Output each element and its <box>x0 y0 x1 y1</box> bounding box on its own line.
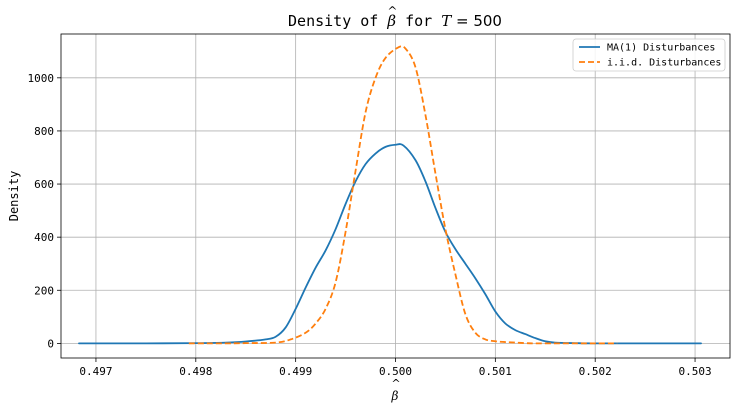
y-tick-label: 400 <box>34 231 54 244</box>
chart-title-middle: for <box>396 12 441 30</box>
legend-label-ma1: MA(1) Disturbances <box>607 43 715 54</box>
series-iid-line <box>188 45 618 345</box>
chart-title: Density of β for T = 500 <box>288 12 502 30</box>
chart-title-symbol: β <box>386 12 396 30</box>
chart-title-accent: ^ <box>387 4 397 18</box>
y-tick-label: 1000 <box>28 72 55 85</box>
y-axis-label: Density <box>7 171 21 222</box>
x-tick-label: 0.497 <box>79 365 112 378</box>
x-axis-label-accent: ^ <box>391 377 400 390</box>
x-tick-label: 0.503 <box>678 365 711 378</box>
x-tick-label: 0.500 <box>379 365 412 378</box>
x-tick-label: 0.501 <box>479 365 512 378</box>
y-axis-ticks: 0 200 400 600 800 1000 <box>28 72 61 350</box>
chart-title-value: 500 <box>473 12 502 30</box>
legend: MA(1) Disturbances i.i.d. Disturbances <box>572 38 726 72</box>
y-tick-label: 200 <box>34 284 54 297</box>
legend-box <box>572 38 726 72</box>
chart-title-equals: = <box>451 12 473 30</box>
x-axis-ticks: 0.497 0.498 0.499 0.500 0.501 0.502 0.503 <box>79 358 712 378</box>
x-axis-label: β <box>391 389 399 403</box>
legend-label-iid: i.i.d. Disturbances <box>607 58 721 69</box>
y-tick-label: 600 <box>34 178 54 191</box>
x-tick-label: 0.502 <box>579 365 612 378</box>
x-tick-label: 0.499 <box>279 365 312 378</box>
chart-title-var: T <box>441 12 452 30</box>
y-tick-label: 800 <box>34 125 54 138</box>
x-tick-label: 0.498 <box>179 365 212 378</box>
chart-title-prefix: Density of <box>288 12 387 30</box>
series-layer <box>78 45 702 345</box>
y-tick-label: 0 <box>47 337 54 350</box>
series-ma1-line <box>78 143 702 345</box>
